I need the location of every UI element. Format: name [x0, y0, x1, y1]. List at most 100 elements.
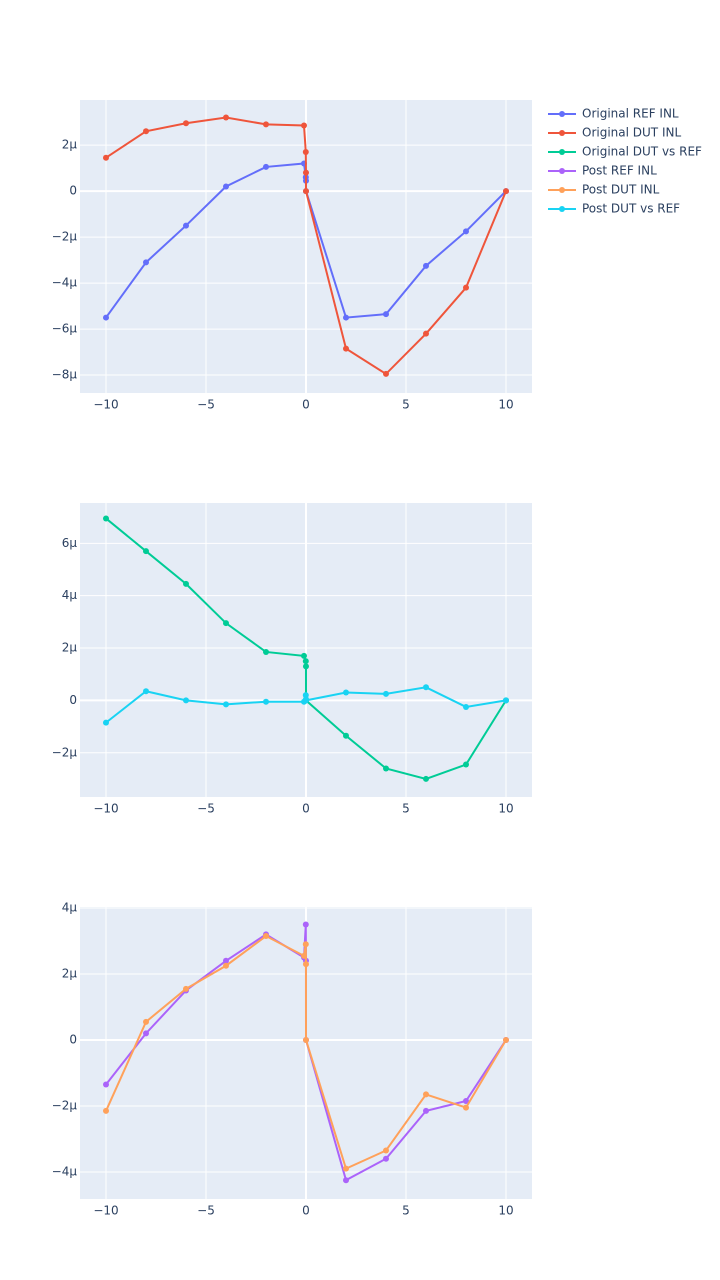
point: [303, 188, 309, 195]
point: [423, 775, 429, 782]
point: [223, 701, 229, 708]
point: [503, 1036, 509, 1043]
legend-label: Post REF INL: [582, 164, 657, 178]
point: [343, 732, 349, 739]
legend-label: Original DUT INL: [582, 126, 681, 140]
point: [383, 311, 389, 318]
legend-label: Post DUT INL: [582, 183, 660, 197]
point: [263, 648, 269, 655]
point: [143, 1030, 149, 1037]
point: [302, 658, 309, 665]
point: [263, 163, 269, 170]
point: [503, 697, 509, 704]
y-tick-label: −6µ: [52, 322, 78, 336]
point: [423, 684, 429, 691]
point: [302, 663, 309, 670]
point: [302, 148, 309, 155]
y-tick-label: −8µ: [52, 368, 78, 382]
legend-marker: [559, 149, 565, 155]
legend-item: Post DUT INL: [548, 183, 660, 197]
point: [183, 985, 189, 992]
point: [302, 169, 309, 176]
point: [223, 962, 229, 969]
legend-item: Original DUT vs REF: [548, 145, 702, 159]
x-tick-label: 10: [498, 1204, 513, 1218]
x-tick-label: 0: [302, 398, 310, 412]
x-tick-label: 0: [302, 802, 310, 816]
point: [423, 330, 429, 337]
point: [383, 1147, 389, 1154]
legend-item: Original DUT INL: [548, 126, 681, 140]
point: [183, 120, 189, 127]
point: [343, 345, 349, 352]
point: [383, 690, 389, 697]
point: [183, 580, 189, 587]
point: [223, 114, 229, 121]
point: [143, 1018, 149, 1025]
point: [263, 121, 269, 128]
y-tick-label: −2µ: [52, 1098, 78, 1112]
point: [103, 719, 109, 726]
y-tick-label: 0: [69, 693, 77, 707]
y-tick-label: −4µ: [52, 276, 78, 290]
x-tick-label: 10: [498, 802, 513, 816]
series-line: [105, 116, 507, 376]
point: [423, 262, 429, 269]
x-tick-label: 0: [302, 1204, 310, 1218]
point: [302, 941, 309, 948]
point: [223, 620, 229, 627]
legend-marker: [559, 111, 565, 117]
legend-item: Post DUT vs REF: [548, 202, 680, 216]
point: [383, 765, 389, 772]
point: [343, 1177, 349, 1184]
y-tick-label: 2µ: [62, 138, 78, 152]
point: [343, 1165, 349, 1172]
point: [301, 952, 307, 959]
point: [183, 222, 189, 229]
point: [383, 370, 389, 377]
legend-marker: [559, 187, 565, 193]
legend-item: Original REF INL: [548, 107, 679, 121]
point: [183, 697, 189, 704]
y-tick-label: 4µ: [62, 900, 78, 914]
point: [463, 703, 469, 710]
y-tick-label: 4µ: [62, 588, 78, 602]
point: [301, 652, 307, 659]
legend-marker: [559, 168, 565, 174]
x-tick-label: −10: [93, 1204, 118, 1218]
x-tick-label: −10: [93, 802, 118, 816]
x-tick-label: −5: [197, 802, 215, 816]
y-tick-label: 2µ: [62, 641, 78, 655]
y-tick-label: −2µ: [52, 230, 78, 244]
legend-label: Post DUT vs REF: [582, 202, 680, 216]
point: [343, 314, 349, 321]
legend-label: Original REF INL: [582, 107, 679, 121]
point: [503, 188, 509, 195]
y-tick-label: 0: [69, 1032, 77, 1046]
point: [463, 284, 469, 291]
point: [103, 1107, 109, 1114]
point: [103, 515, 109, 522]
point: [303, 1036, 309, 1043]
point: [463, 761, 469, 768]
x-tick-label: −10: [93, 398, 118, 412]
point: [223, 957, 229, 964]
point: [303, 697, 309, 704]
legend-marker: [559, 130, 565, 136]
legend-item: Post REF INL: [548, 164, 657, 178]
point: [223, 183, 229, 190]
y-tick-label: 2µ: [62, 966, 78, 980]
point: [383, 1155, 389, 1162]
point: [103, 1081, 109, 1088]
point: [143, 688, 149, 695]
x-tick-label: −5: [197, 398, 215, 412]
x-tick-label: −5: [197, 1204, 215, 1218]
point: [463, 1104, 469, 1111]
point: [143, 259, 149, 266]
point: [343, 689, 349, 696]
point: [263, 698, 269, 705]
y-tick-label: −2µ: [52, 745, 78, 759]
legend-label: Original DUT vs REF: [582, 145, 702, 159]
point: [263, 933, 269, 940]
